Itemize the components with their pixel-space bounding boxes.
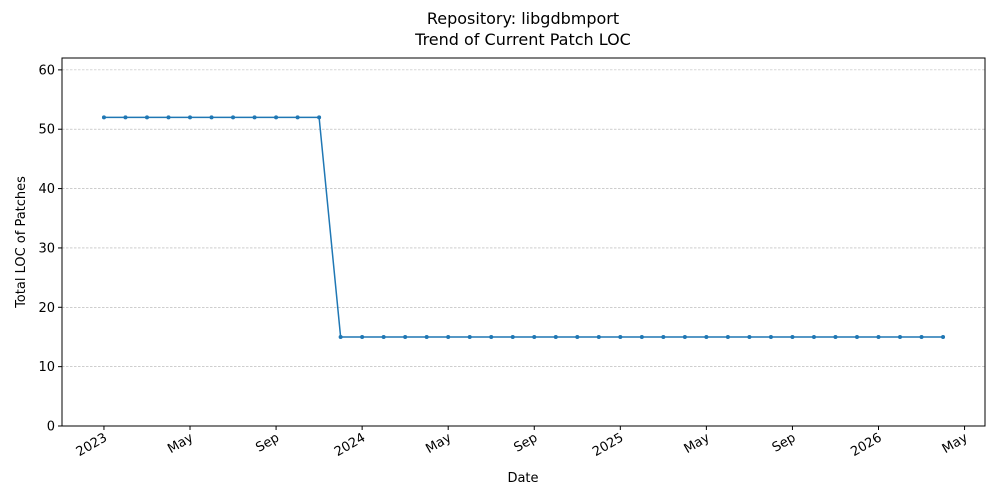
data-point — [274, 115, 279, 120]
data-point — [854, 334, 859, 339]
y-tick-label: 40 — [38, 182, 55, 197]
data-point — [941, 334, 946, 339]
plot-frame — [61, 57, 986, 427]
data-point — [209, 115, 214, 120]
y-tick-label: 50 — [38, 123, 55, 138]
data-point — [876, 334, 881, 339]
data-point — [424, 334, 429, 339]
x-tick-label: 2025 — [590, 430, 626, 460]
data-point — [467, 334, 472, 339]
data-point — [575, 334, 580, 339]
data-point — [768, 334, 773, 339]
x-tick-label: 2026 — [848, 430, 884, 460]
data-point — [790, 334, 795, 339]
y-tick-label: 60 — [38, 63, 55, 78]
data-point — [510, 334, 515, 339]
data-point — [295, 115, 300, 120]
data-point — [166, 115, 171, 120]
x-tick-label: Sep — [512, 430, 541, 455]
data-point — [725, 334, 730, 339]
data-point — [360, 334, 365, 339]
x-tick-label: 2024 — [332, 430, 368, 460]
x-tick-label: Sep — [253, 430, 282, 455]
data-point — [188, 115, 193, 120]
data-point — [596, 334, 601, 339]
data-point — [144, 115, 149, 120]
data-point — [381, 334, 386, 339]
data-line — [103, 116, 944, 338]
data-point — [833, 334, 838, 339]
y-tick-label: 20 — [38, 301, 55, 316]
y-tick-label: 30 — [38, 241, 55, 256]
data-point — [317, 115, 322, 120]
data-point — [553, 334, 558, 339]
data-point — [252, 115, 257, 120]
data-point — [446, 334, 451, 339]
x-tick-label: May — [423, 430, 454, 457]
data-point — [898, 334, 903, 339]
data-point — [639, 334, 644, 339]
data-point — [403, 334, 408, 339]
x-tick-label: May — [165, 430, 196, 457]
x-axis-label: Date — [507, 471, 538, 486]
data-point — [489, 334, 494, 339]
x-tick-label: May — [940, 430, 971, 457]
data-point — [919, 334, 924, 339]
data-point — [618, 334, 623, 339]
data-point — [532, 334, 537, 339]
data-point — [661, 334, 666, 339]
data-point — [338, 334, 343, 339]
y-tick-label: 10 — [38, 360, 55, 375]
x-tick-label: 2023 — [74, 430, 110, 460]
data-point — [231, 115, 236, 120]
y-axis-label: Total LOC of Patches — [14, 176, 29, 309]
data-point — [123, 115, 128, 120]
data-point — [704, 334, 709, 339]
chart-subtitle: Trend of Current Patch LOC — [414, 30, 631, 49]
data-point — [747, 334, 752, 339]
chart-title: Repository: libgdbmport — [427, 9, 619, 28]
x-tick-label: Sep — [770, 430, 799, 455]
data-point — [101, 115, 106, 120]
x-tick-label: May — [682, 430, 713, 457]
data-point — [811, 334, 816, 339]
data-point — [682, 334, 687, 339]
y-tick-label: 0 — [47, 420, 55, 435]
